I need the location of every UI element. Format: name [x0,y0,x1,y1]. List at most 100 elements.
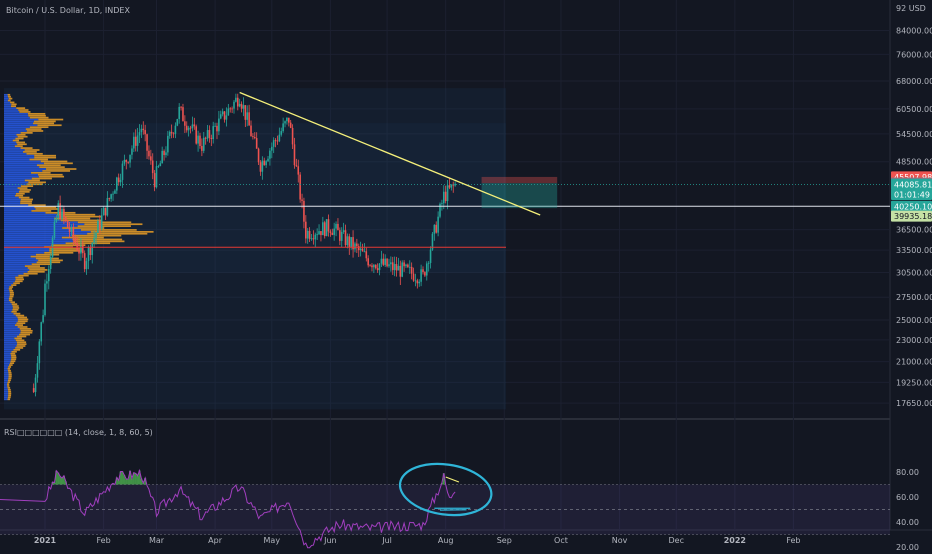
vp-bar-up [4,214,57,216]
vp-bar-up [4,317,17,319]
vp-bar-up [4,360,11,362]
vp-bar-up [4,299,9,301]
candle-body [445,192,447,201]
candle-body [411,267,413,274]
vp-bar-down [8,96,11,98]
candle-body [384,259,386,265]
vp-bar-down [8,376,11,378]
vp-bar-up [4,345,16,347]
vp-bar-up [4,288,9,290]
candle-body [50,257,52,269]
vp-bar-up [4,221,78,223]
candle-body [439,204,441,217]
vp-bar-down [11,360,16,362]
vp-bar-down [15,145,23,147]
vp-bar-down [37,164,61,166]
vp-bar-up [4,153,26,155]
vp-bar-up [4,100,8,102]
price-tick-1: 76000.00 [896,50,932,59]
candle-body [209,130,211,138]
vp-bar-up [4,119,38,121]
vp-bar-up [4,338,14,340]
vp-bar-up [4,319,18,321]
candle-body [280,131,282,135]
vp-bar-up [4,102,10,104]
vp-bar-down [20,189,31,191]
vp-bar-up [4,138,15,140]
candle-body [273,140,275,147]
vp-bar-up [4,136,18,138]
candle-body [161,151,163,163]
candle-body [207,130,209,139]
vp-bar-up [4,159,30,161]
vp-bar-down [44,162,73,164]
vp-bar-up [4,326,18,328]
vp-bar-up [4,256,31,258]
vp-bar-up [4,395,8,397]
vp-bar-up [4,142,16,144]
candle-body [97,221,99,233]
vp-bar-up [4,315,16,317]
vp-bar-up [4,265,25,267]
vp-bar-down [9,364,13,366]
vp-bar-down [8,374,11,376]
vp-bar-up [4,334,19,336]
vp-bar-down [84,223,142,225]
candle-body [224,111,226,119]
candle-body [239,104,241,107]
vp-bar-up [4,301,10,303]
vp-bar-up [4,279,16,281]
vp-bar-up [4,210,31,212]
candle-body [150,156,152,160]
candle-body [428,263,430,264]
candle-body [420,269,422,282]
vp-bar-down [25,265,40,267]
vp-bar-down [9,299,13,301]
candle-body [307,231,309,239]
candle-body [175,126,177,134]
vp-bar-up [4,208,35,210]
vp-bar-down [20,332,32,334]
vp-bar-up [4,220,61,222]
rsi-legend: RSI□□□□□□ (14, close, 1, 8, 60, 5) [4,428,153,437]
vp-bar-down [28,267,45,269]
vp-bar-up [4,351,11,353]
vp-bar-up [4,362,10,364]
vp-bar-down [28,271,45,273]
candle-body [156,166,158,187]
vp-bar-up [4,126,30,128]
vp-bar-up [4,273,24,275]
candle-body [137,135,139,145]
candle-body [373,265,375,267]
vp-bar-down [15,138,23,140]
candle-body [405,265,407,267]
vp-bar-up [4,305,13,307]
candle-body [316,234,318,235]
vp-bar-up [4,199,21,201]
vp-bar-up [4,124,37,126]
vp-bar-up [4,311,11,313]
candle-body [396,264,398,270]
candle-body [222,111,224,114]
candle-body [262,161,264,172]
candle-body [377,268,379,270]
vp-bar-down [10,362,14,364]
vp-bar-down [11,284,16,286]
price-tick-0: 84000.00 [896,27,932,36]
candle-body [39,341,41,363]
vp-bar-down [16,339,25,341]
candle-body [144,130,146,134]
rsi-tick-1: 60.00 [896,493,919,502]
candle-body [294,144,296,165]
candle-body [54,222,56,238]
candle-body [394,264,396,270]
vp-bar-up [4,374,8,376]
candle-body [105,208,107,216]
symbol-title: Bitcoin / U.S. Dollar, 1D, INDEX [6,6,130,15]
vp-bar-up [4,223,84,225]
price-tick-5: 48500.00 [896,158,932,167]
candle-body [135,137,137,146]
candle-body [434,225,436,234]
